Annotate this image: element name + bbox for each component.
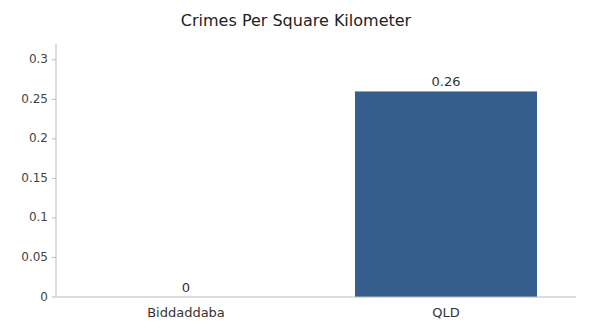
- bar: [355, 91, 537, 297]
- y-axis: 0 0.05 0.1 0.15 0.2 0.25 0.3: [21, 52, 56, 303]
- y-tick-label: 0.15: [21, 171, 48, 185]
- y-axis-line: [56, 44, 57, 297]
- y-tick-label: 0.25: [21, 92, 48, 106]
- y-tick: [52, 59, 56, 60]
- x-tick-label: Biddaddaba: [147, 305, 225, 320]
- y-tick-label: 0.05: [21, 250, 48, 264]
- y-tick: [52, 178, 56, 179]
- x-axis-line: [56, 297, 576, 298]
- y-tick: [52, 297, 56, 298]
- chart-container: Crimes Per Square Kilometer00.050.10.150…: [0, 0, 592, 333]
- chart-svg: Crimes Per Square Kilometer00.050.10.150…: [0, 0, 592, 333]
- x-tick-label: QLD: [432, 305, 460, 320]
- y-tick-label: 0.3: [29, 52, 48, 66]
- y-tick: [52, 257, 56, 258]
- y-tick-label: 0.2: [29, 131, 48, 145]
- bars: [355, 91, 537, 297]
- y-tick: [52, 99, 56, 100]
- data-label: 0.26: [432, 74, 461, 89]
- y-tick-label: 0: [40, 290, 48, 304]
- y-tick: [52, 138, 56, 139]
- data-label: 0: [182, 280, 190, 295]
- y-tick: [52, 217, 56, 218]
- y-tick-label: 0.1: [29, 210, 48, 224]
- title: Crimes Per Square Kilometer: [181, 11, 412, 30]
